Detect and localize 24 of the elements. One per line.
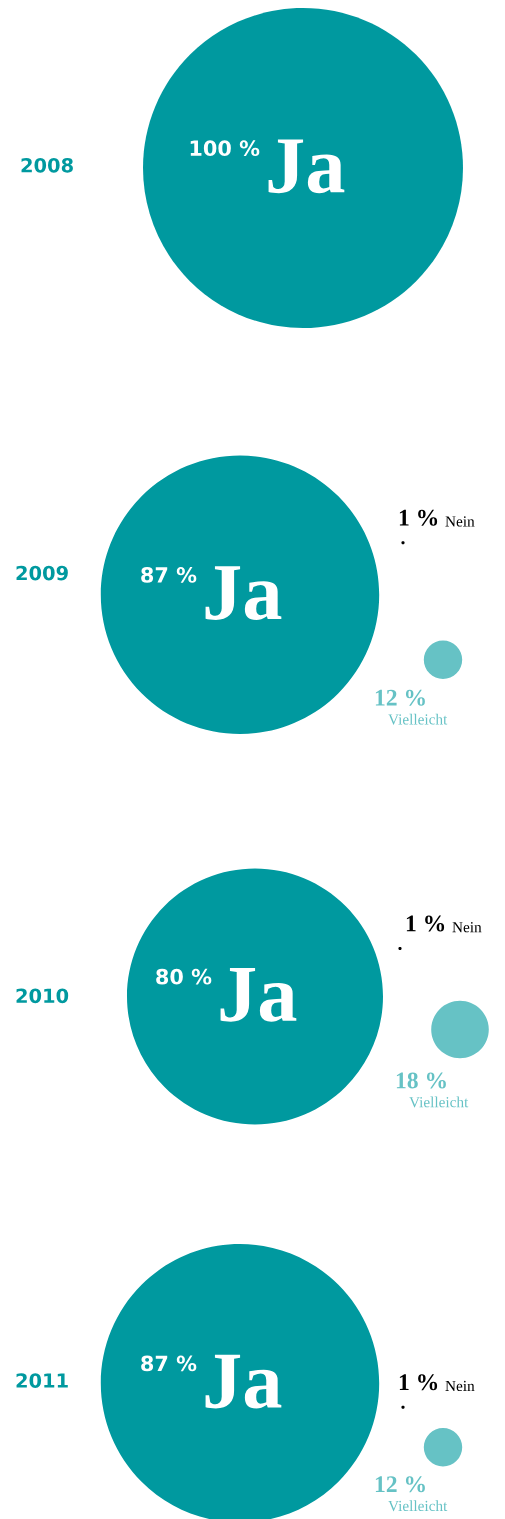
category-label: Nein (452, 922, 482, 933)
category-label: Ja (205, 566, 282, 620)
data-label: 12 % (375, 1476, 425, 1493)
category-label: Vielleicht (388, 1500, 448, 1512)
text: 2011 (16, 1373, 68, 1388)
text: 2008 (21, 157, 73, 173)
data-label: 12 % (375, 689, 425, 706)
data-label: 87 % (141, 567, 197, 583)
data-label: 1 % (399, 509, 438, 526)
category-label: Nein (445, 1380, 475, 1392)
category-label: Ja (205, 1354, 282, 1409)
category-label: Vielleicht (388, 713, 448, 725)
text: 2009 (16, 565, 68, 581)
text: 2010 (16, 988, 69, 1004)
data-label: 18 % (396, 1072, 446, 1089)
data-label: 1 % (399, 1374, 438, 1391)
category-label: Nein (445, 516, 475, 527)
category-label: Ja (268, 139, 345, 194)
data-label: 1 % (406, 915, 445, 932)
data-label: 100 % (190, 140, 260, 157)
data-label: 87 % (141, 1355, 197, 1372)
category-label: Ja (220, 968, 297, 1022)
category-label: Vielleicht (409, 1096, 469, 1108)
data-label: 80 % (156, 968, 212, 985)
